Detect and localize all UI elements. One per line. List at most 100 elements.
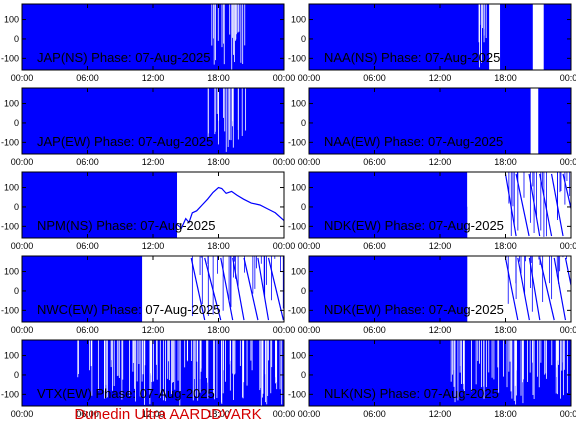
trace-gap: [532, 4, 544, 70]
phase-ramp: [553, 257, 567, 321]
phase-trace: [176, 186, 284, 230]
panel-4: 1000-10000:0006:0012:0018:0000:00NAA(EW)…: [288, 87, 576, 167]
dense-trace: [22, 172, 178, 238]
phase-ramp: [562, 173, 571, 212]
x-tick-label: 12:00: [429, 409, 452, 419]
y-tick-label: -100: [288, 53, 306, 63]
y-tick-label: 0: [14, 370, 19, 380]
x-tick-label: 00:00: [560, 409, 576, 419]
plot-area: [309, 4, 571, 70]
x-tick-label: 00:00: [560, 73, 576, 83]
panel-10: 1000-10000:0006:0012:0018:0000:00NLK(NS)…: [288, 339, 576, 419]
y-tick-label: 0: [301, 286, 306, 296]
x-tick-label: 06:00: [76, 73, 99, 83]
y-tick-label: 0: [301, 370, 306, 380]
x-tick-label: 06:00: [363, 409, 386, 419]
x-tick-label: 06:00: [363, 73, 386, 83]
plot-area: [309, 88, 571, 154]
panel-title: NWC(EW) Phase: 07-Aug-2025: [37, 302, 221, 317]
x-tick-label: 18:00: [207, 73, 230, 83]
y-tick-label: -100: [1, 137, 19, 147]
y-tick-label: -100: [288, 137, 306, 147]
y-tick-label: 0: [14, 286, 19, 296]
x-tick-label: 12:00: [429, 241, 452, 251]
x-tick-label: 06:00: [363, 241, 386, 251]
y-tick-label: 100: [4, 15, 19, 25]
x-tick-label: 18:00: [494, 325, 517, 335]
x-tick-label: 00:00: [11, 73, 34, 83]
x-tick-label: 00:00: [273, 157, 296, 167]
x-tick-label: 18:00: [207, 157, 230, 167]
x-tick-label: 00:00: [560, 157, 576, 167]
trace-gap: [489, 4, 501, 70]
phase-ramp: [539, 257, 555, 321]
x-tick-label: 00:00: [560, 241, 576, 251]
x-tick-label: 06:00: [363, 157, 386, 167]
phase-ramp: [564, 257, 571, 289]
y-tick-label: 0: [301, 34, 306, 44]
phase-ramp: [528, 257, 541, 321]
plot-area: [22, 4, 284, 70]
x-tick-label: 12:00: [142, 325, 165, 335]
phase-ramp: [232, 257, 245, 321]
x-tick-label: 00:00: [273, 409, 296, 419]
y-tick-label: 100: [291, 183, 306, 193]
x-tick-label: 00:00: [298, 157, 321, 167]
dense-trace: [22, 256, 143, 322]
x-tick-label: 12:00: [429, 157, 452, 167]
panel-title: NAA(NS) Phase: 07-Aug-2025: [324, 50, 500, 65]
y-tick-label: 100: [291, 267, 306, 277]
y-tick-label: 100: [291, 15, 306, 25]
y-tick-label: 0: [14, 34, 19, 44]
panel-title: JAP(NS) Phase: 07-Aug-2025: [37, 50, 210, 65]
panel-6: 1000-10000:0006:0012:0018:0000:00NDK(EW)…: [288, 171, 576, 251]
phase-ramp: [267, 257, 284, 321]
panel-title: NDK(EW) Phase: 07-Aug-2025: [324, 218, 504, 233]
x-tick-label: 00:00: [298, 73, 321, 83]
footer-title: Dunedin Ultra AARDDVARK: [74, 406, 262, 423]
y-tick-label: -100: [288, 389, 306, 399]
y-tick-label: 0: [301, 202, 306, 212]
x-tick-label: 00:00: [11, 241, 34, 251]
x-tick-label: 00:00: [298, 325, 321, 335]
x-tick-label: 18:00: [207, 325, 230, 335]
dense-trace: [309, 4, 571, 70]
x-tick-label: 18:00: [494, 241, 517, 251]
x-tick-label: 06:00: [76, 325, 99, 335]
dense-trace: [309, 172, 468, 238]
x-tick-label: 00:00: [273, 73, 296, 83]
x-tick-label: 18:00: [494, 157, 517, 167]
x-tick-label: 00:00: [11, 157, 34, 167]
panel-title: NLK(NS) Phase: 07-Aug-2025: [324, 386, 499, 401]
y-tick-label: 100: [4, 267, 19, 277]
x-tick-label: 18:00: [494, 409, 517, 419]
x-tick-label: 00:00: [273, 241, 296, 251]
panel-title: NAA(EW) Phase: 07-Aug-2025: [324, 134, 503, 149]
plot-area: [22, 172, 284, 238]
x-tick-label: 18:00: [494, 73, 517, 83]
panel-2: 1000-10000:0006:0012:0018:0000:00NAA(NS)…: [288, 3, 576, 83]
y-tick-label: 100: [4, 99, 19, 109]
x-tick-label: 12:00: [142, 241, 165, 251]
y-tick-label: 100: [4, 351, 19, 361]
x-tick-label: 12:00: [142, 157, 165, 167]
phase-ramp: [539, 173, 553, 237]
y-tick-label: -100: [1, 221, 19, 231]
x-tick-label: 12:00: [142, 409, 165, 419]
dense-trace: [22, 4, 284, 70]
x-tick-label: 06:00: [76, 157, 99, 167]
x-tick-label: 18:00: [207, 409, 230, 419]
dense-trace: [22, 88, 284, 154]
x-tick-label: 00:00: [298, 241, 321, 251]
plot-area: [309, 256, 571, 322]
panel-8: 1000-10000:0006:0012:0018:0000:00NDK(EW)…: [288, 255, 576, 335]
x-tick-label: 00:00: [273, 325, 296, 335]
y-tick-label: -100: [288, 305, 306, 315]
plot-area: [22, 340, 284, 406]
x-tick-label: 06:00: [76, 409, 99, 419]
y-tick-label: 100: [291, 99, 306, 109]
x-tick-label: 00:00: [560, 325, 576, 335]
phase-ramp: [504, 257, 519, 321]
